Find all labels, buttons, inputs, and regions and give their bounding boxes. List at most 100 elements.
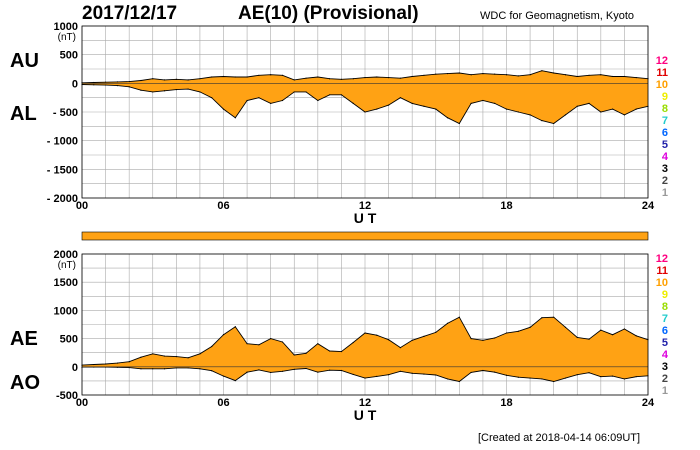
x-tick-label: 06: [217, 397, 229, 409]
station-count-label: 12: [656, 55, 668, 67]
data-point-ao: [600, 376, 602, 378]
data-point-ao: [411, 372, 413, 374]
created-timestamp: [Created at 2018-04-14 06:09UT]: [478, 432, 641, 444]
data-point-al: [140, 89, 142, 91]
data-point-ao: [399, 370, 401, 372]
data-point-au: [446, 72, 449, 75]
plot-frame: [81, 25, 649, 199]
data-point-au: [635, 77, 637, 79]
data-point-ao: [623, 378, 626, 380]
data-point-al: [505, 108, 508, 110]
station-count-label: 7: [662, 313, 668, 325]
data-point-ao: [222, 375, 225, 377]
data-point-al: [352, 102, 354, 104]
x-axis-label: U T: [354, 407, 377, 423]
data-point-al: [399, 97, 401, 99]
data-point-ao: [199, 368, 201, 370]
data-point-ae: [175, 356, 177, 358]
station-count-label: 1: [662, 385, 668, 397]
data-center-label: WDC for Geomagnetism, Kyoto: [480, 10, 635, 22]
data-point-al: [222, 108, 225, 110]
al-side-label: AL: [10, 103, 37, 125]
data-point-ae: [199, 353, 201, 355]
data-point-al: [364, 111, 366, 113]
index-band-area: [82, 70, 648, 124]
data-point-al: [482, 99, 484, 102]
data-point-au: [93, 81, 95, 84]
station-count-label: 4: [662, 151, 669, 163]
data-point-ae: [576, 336, 578, 339]
data-point-au: [152, 78, 154, 80]
data-point-al: [152, 91, 154, 93]
station-count-label: 7: [662, 115, 668, 127]
station-count-label: 9: [662, 289, 668, 301]
data-point-ao: [270, 371, 272, 374]
data-point-al: [175, 89, 177, 91]
data-point-ao: [281, 370, 284, 372]
data-point-ae: [140, 356, 142, 358]
data-point-au: [234, 76, 236, 78]
data-point-ao: [305, 367, 307, 370]
data-point-ae: [152, 353, 154, 355]
y-tick-label: 1500: [54, 277, 78, 289]
data-point-ae: [376, 334, 378, 336]
data-point-ae: [482, 339, 484, 341]
data-point-ae: [187, 357, 189, 359]
data-point-ao: [387, 374, 390, 376]
y-unit-label: (nT): [58, 32, 76, 43]
data-point-au: [116, 81, 118, 83]
data-point-ao: [152, 368, 154, 370]
y-tick-label: - 1000: [47, 136, 78, 148]
data-point-ae: [211, 345, 213, 348]
data-point-ae: [600, 329, 602, 331]
x-tick-label: 24: [642, 397, 655, 409]
data-point-al: [470, 102, 472, 104]
station-count-label: 9: [662, 91, 668, 103]
data-point-ae: [163, 355, 166, 357]
y-tick-label: 1000: [54, 21, 78, 33]
data-point-al: [576, 105, 578, 107]
data-point-ao: [446, 378, 449, 380]
data-point-au: [470, 74, 472, 76]
data-point-au: [352, 78, 354, 80]
data-point-ao: [564, 377, 567, 379]
data-point-al: [411, 102, 413, 104]
data-point-ae: [340, 350, 343, 353]
data-point-au: [600, 74, 602, 76]
x-tick-label: 18: [500, 397, 512, 409]
y-tick-label: 500: [60, 50, 78, 62]
data-point-ae: [222, 334, 225, 336]
data-point-ao: [364, 377, 366, 379]
station-count-label: 10: [656, 79, 668, 91]
data-point-ao: [140, 368, 142, 370]
data-point-ao: [340, 369, 343, 372]
station-count-label: 12: [656, 253, 668, 265]
data-point-al: [340, 94, 343, 96]
data-point-ae: [329, 350, 331, 352]
data-availability-bar: [81, 231, 649, 241]
data-point-ae: [104, 363, 107, 365]
data-point-ae: [470, 338, 472, 340]
data-point-au: [423, 74, 425, 76]
data-point-al: [600, 111, 602, 113]
data-point-al: [163, 90, 166, 92]
data-point-au: [329, 78, 331, 80]
data-point-ao: [163, 368, 166, 370]
data-point-ae: [517, 330, 519, 332]
data-point-au: [399, 77, 401, 79]
data-point-al: [104, 84, 107, 86]
data-point-au: [104, 81, 107, 83]
data-point-ao: [576, 374, 578, 376]
data-point-al: [588, 102, 590, 104]
data-point-ae: [458, 316, 460, 318]
data-point-au: [317, 76, 319, 78]
data-point-al: [635, 108, 637, 110]
data-point-al: [387, 104, 390, 106]
data-point-au: [458, 72, 460, 74]
data-point-au: [387, 77, 390, 79]
data-point-al: [281, 99, 284, 102]
data-point-ao: [470, 371, 472, 374]
data-point-al: [246, 99, 248, 102]
data-point-ao: [423, 373, 425, 375]
data-point-ae: [399, 347, 401, 349]
